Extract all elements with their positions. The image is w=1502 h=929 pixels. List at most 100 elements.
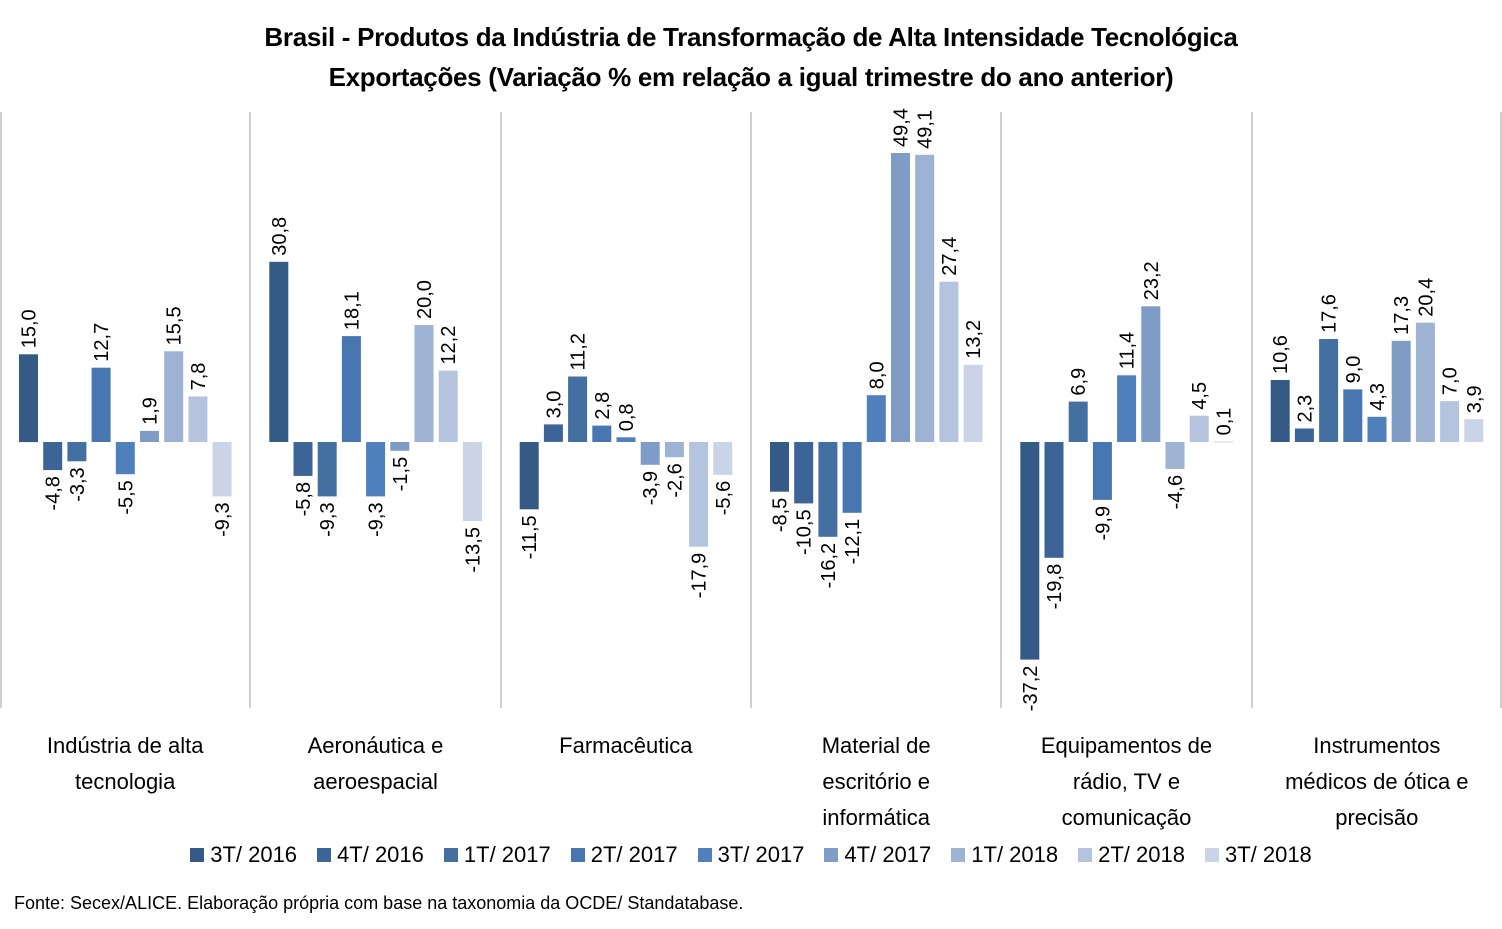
data-label: 10,6 <box>1270 335 1292 374</box>
data-label: -2,6 <box>664 463 686 497</box>
bar <box>842 442 862 513</box>
data-label: 0,8 <box>616 403 638 431</box>
data-label: 15,5 <box>164 306 186 345</box>
chart-title: Brasil - Produtos da Indústria de Transf… <box>264 22 1238 52</box>
bar <box>1367 416 1387 442</box>
data-label: -8,5 <box>770 498 792 532</box>
legend-label: 1T/ 2017 <box>463 842 551 867</box>
category-label: Equipamentos de rádio, TV e comunicação <box>1001 728 1251 836</box>
bar <box>915 154 935 443</box>
category-label: Instrumentos médicos de ótica e precisão <box>1252 728 1502 836</box>
legend-item: 3T/ 2016 <box>190 842 297 868</box>
legend-swatch <box>824 848 839 862</box>
category-label-line: Equipamentos de <box>1040 733 1213 758</box>
legend-swatch <box>570 848 585 862</box>
bar <box>818 442 838 537</box>
category-label-line: escritório e <box>822 769 930 794</box>
bar <box>1020 442 1040 660</box>
bar <box>115 442 135 475</box>
legend-item: 3T/ 2017 <box>697 842 804 868</box>
legend-item: 4T/ 2016 <box>317 842 424 868</box>
bar <box>519 442 539 510</box>
bar <box>1294 428 1314 442</box>
category-label-line: precisão <box>1335 805 1419 830</box>
bar <box>939 281 959 442</box>
category-label-line: Farmacêutica <box>559 733 693 758</box>
category-label-line: Indústria de alta <box>46 733 204 758</box>
data-label: 6,9 <box>1068 368 1090 396</box>
data-label: 3,0 <box>543 391 565 419</box>
bar <box>1440 401 1460 442</box>
data-label: -10,5 <box>794 509 816 555</box>
legend-swatch <box>317 848 332 862</box>
data-label: 9,0 <box>1343 356 1365 384</box>
data-label: 7,0 <box>1440 367 1462 395</box>
data-label: 8,0 <box>866 361 888 389</box>
bar <box>293 442 313 476</box>
data-label: 3,9 <box>1464 385 1486 413</box>
bar <box>713 442 733 475</box>
category-label: Farmacêutica <box>501 728 751 764</box>
data-label: -3,3 <box>67 467 89 501</box>
category-label-line: tecnologia <box>75 769 176 794</box>
bar <box>269 261 289 442</box>
bar <box>1415 322 1435 442</box>
data-label: -9,3 <box>317 502 339 536</box>
data-label: 11,2 <box>568 333 590 370</box>
bar <box>543 424 563 442</box>
legend-item: 2T/ 2017 <box>570 842 678 868</box>
bar <box>19 354 38 443</box>
data-label: -11,5 <box>519 515 541 559</box>
data-label: 13,2 <box>963 320 985 359</box>
source-note: Fonte: Secex/ALICE. Elaboração própria c… <box>14 893 744 913</box>
bar <box>212 442 232 497</box>
bar <box>1044 442 1064 558</box>
category-label-line: rádio, TV e <box>1072 769 1181 794</box>
data-label: 49,1 <box>915 110 937 149</box>
data-label: -9,9 <box>1092 506 1114 540</box>
bar <box>1213 441 1233 443</box>
bar <box>366 442 386 497</box>
data-label: 2,8 <box>592 392 614 420</box>
bar <box>592 425 612 442</box>
legend-label: 1T/ 2018 <box>971 842 1059 867</box>
chart-legend: 3T/ 2016 4T/ 2016 1T/ 2017 2T/ 2017 3T/ 2017… <box>0 842 1502 868</box>
data-label: 49,4 <box>891 108 913 147</box>
legend-label: 2T/ 2017 <box>590 842 678 867</box>
data-label: -4,8 <box>43 476 65 510</box>
data-label: 7,8 <box>188 363 210 391</box>
chart-subtitle: Exportações (Variação % em relação a igu… <box>328 62 1174 92</box>
data-label: -5,8 <box>293 482 315 516</box>
bar <box>1068 401 1088 442</box>
data-label: 4,5 <box>1189 382 1211 410</box>
bar <box>794 442 814 504</box>
bar <box>390 442 410 451</box>
legend-item: 4T/ 2017 <box>824 842 931 868</box>
bar <box>188 396 208 442</box>
data-label: -9,3 <box>212 502 234 536</box>
legend-item: 1T/ 2018 <box>951 842 1058 868</box>
data-label: -4,6 <box>1165 475 1187 509</box>
bar <box>1343 389 1363 442</box>
legend-label: 3T/ 2018 <box>1224 842 1312 867</box>
data-label: -16,2 <box>818 543 840 589</box>
data-label: -17,9 <box>689 553 711 599</box>
bar <box>462 442 482 521</box>
legend-swatch <box>443 848 458 862</box>
bar <box>140 430 159 442</box>
category-label-line: médicos de ótica e <box>1285 769 1469 794</box>
legend-swatch <box>1078 848 1093 862</box>
bar <box>1092 442 1112 500</box>
bar <box>1464 419 1484 442</box>
category-label-line: aeroespacial <box>313 769 438 794</box>
legend-item: 2T/ 2018 <box>1078 842 1185 868</box>
bar <box>640 442 660 465</box>
legend-label: 2T/ 2018 <box>1098 842 1185 867</box>
data-label: 17,3 <box>1391 296 1413 335</box>
legend-label: 4T/ 2016 <box>337 842 424 867</box>
data-label: 27,4 <box>939 237 961 276</box>
data-label: 30,8 <box>269 217 291 256</box>
bar <box>866 395 886 442</box>
bar <box>91 367 111 442</box>
data-label: -3,9 <box>640 471 662 505</box>
